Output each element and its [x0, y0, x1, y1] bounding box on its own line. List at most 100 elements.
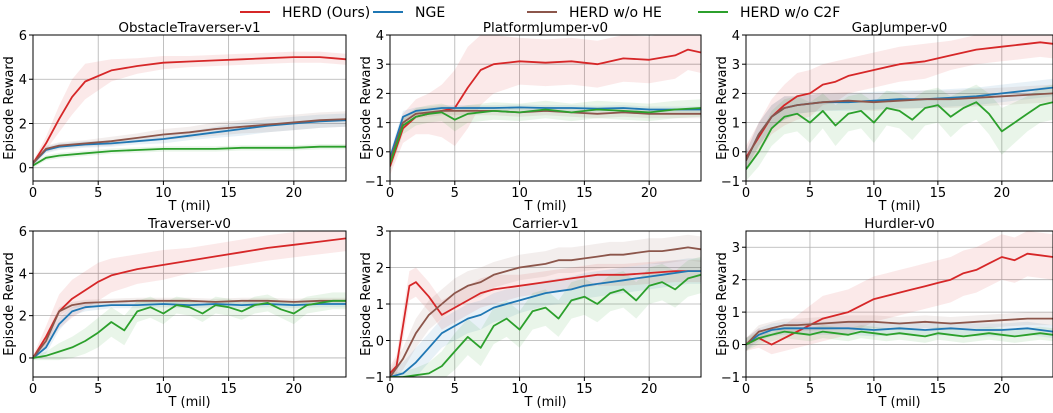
y-tick-label: 2 [19, 117, 27, 132]
legend: HERD (Ours) NGE HERD w/o HE HERD w/o C2F [240, 5, 840, 21]
x-tick-label: 20 [286, 186, 303, 201]
x-tick-label: 5 [451, 186, 459, 201]
x-tick-label: 5 [806, 186, 814, 201]
y-tick-label: 0 [376, 146, 384, 161]
y-tick-label: −1 [721, 371, 740, 386]
chart-title: Hurdler-v0 [864, 216, 934, 232]
axes-frame [389, 34, 702, 182]
x-tick-label: 0 [29, 186, 37, 201]
y-tick-label: 1 [376, 117, 384, 132]
y-axis-label: Episode Reward [715, 252, 730, 356]
y-tick-label: 1 [376, 298, 384, 313]
y-axis-label: Episode Reward [2, 252, 17, 356]
series-line-herd-w-o-c2f [33, 145, 346, 167]
series-line-herd-ours [746, 41, 1053, 159]
series-line-herd-ours [746, 252, 1053, 346]
y-tick-label: 0 [732, 146, 740, 161]
y-tick-label: 3 [732, 241, 740, 256]
series-line-herd-w-o-he [390, 246, 701, 377]
x-tick-label: 5 [806, 382, 814, 397]
chart-title: Traverser-v0 [147, 216, 231, 232]
chart-panel-obstacletraverser-v1: 0 5 10 15 20 0 2 4 6 T (mil) Episode Reward Obstacl… [2, 20, 347, 214]
y-tick-label: 6 [19, 225, 27, 240]
x-tick-label: 0 [742, 382, 750, 397]
axes-frame [745, 230, 1053, 378]
y-tick-label: −1 [365, 175, 384, 190]
band-nge [390, 258, 701, 377]
x-tick-label: 20 [641, 382, 658, 397]
x-tick-label: 20 [994, 186, 1011, 201]
x-tick-label: 20 [286, 382, 303, 397]
y-tick-label: 0 [19, 162, 27, 177]
series-line-herd-w-o-c2f [390, 107, 701, 164]
plot-area [746, 231, 1053, 355]
x-axis-label: T (mil) [523, 199, 566, 214]
y-tick-label: 2 [19, 310, 27, 325]
axes-frame [745, 34, 1053, 182]
y-tick-label: 0 [376, 335, 384, 350]
x-tick-label: 20 [994, 382, 1011, 397]
y-axis-label: Episode Reward [359, 56, 374, 160]
x-tick-label: 15 [930, 186, 947, 201]
x-tick-label: 10 [511, 186, 528, 201]
legend-label: NGE [415, 5, 445, 21]
band-herd-ours [33, 51, 346, 166]
band-herd-w-o-he [746, 84, 1053, 170]
y-axis-label: Episode Reward [359, 252, 374, 356]
x-tick-label: 0 [742, 186, 750, 201]
plot-area [33, 51, 346, 168]
y-tick-label: −1 [365, 371, 384, 386]
band-herd-w-o-c2f [390, 99, 701, 173]
axes-frame [32, 34, 347, 182]
plot-area [390, 35, 701, 176]
y-tick-label: 4 [732, 29, 740, 44]
chart-title: GapJumper-v0 [852, 20, 948, 36]
x-tick-label: 15 [930, 382, 947, 397]
x-tick-label: 10 [155, 186, 172, 201]
x-axis-label: T (mil) [523, 395, 566, 410]
y-tick-label: 3 [376, 225, 384, 240]
series-line-nge [390, 270, 701, 377]
series-line-nge [390, 106, 701, 158]
x-tick-label: 5 [94, 382, 102, 397]
x-tick-label: 0 [386, 186, 394, 201]
band-herd-ours [33, 231, 346, 361]
legend-item-herd-w-o-c2f: HERD w/o C2F [698, 5, 840, 21]
series-line-nge [33, 119, 346, 164]
y-tick-label: 2 [732, 87, 740, 102]
series-line-herd-w-o-c2f [746, 101, 1053, 170]
x-tick-label: 5 [451, 382, 459, 397]
series-line-herd-w-o-he [746, 317, 1053, 346]
band-herd-w-o-c2f [390, 256, 701, 377]
legend-label: HERD w/o C2F [740, 5, 840, 21]
y-tick-label: 2 [732, 274, 740, 289]
x-tick-label: 15 [576, 382, 593, 397]
x-tick-label: 15 [220, 186, 237, 201]
legend-label: HERD w/o HE [569, 5, 662, 21]
series-line-herd-w-o-c2f [746, 330, 1053, 346]
chart-title: PlatformJumper-v0 [483, 20, 608, 36]
y-tick-label: 2 [376, 87, 384, 102]
x-tick-label: 15 [576, 186, 593, 201]
y-tick-label: 1 [732, 306, 740, 321]
legend-item-nge: NGE [373, 5, 445, 21]
series-line-herd-w-o-he [33, 299, 346, 359]
series-line-herd-w-o-he [33, 118, 346, 164]
x-tick-label: 5 [94, 186, 102, 201]
series-line-herd-ours [390, 270, 701, 374]
x-tick-label: 10 [866, 186, 883, 201]
x-tick-label: 20 [641, 186, 658, 201]
plot-area [33, 231, 346, 361]
axes-frame [32, 230, 347, 378]
band-herd-ours [746, 35, 1053, 170]
x-axis-label: T (mil) [877, 395, 920, 410]
band-herd-w-o-c2f [33, 144, 346, 168]
plot-area [746, 35, 1053, 181]
band-herd-w-o-c2f [746, 84, 1053, 181]
y-tick-label: 4 [19, 73, 27, 88]
y-tick-label: 1 [732, 117, 740, 132]
